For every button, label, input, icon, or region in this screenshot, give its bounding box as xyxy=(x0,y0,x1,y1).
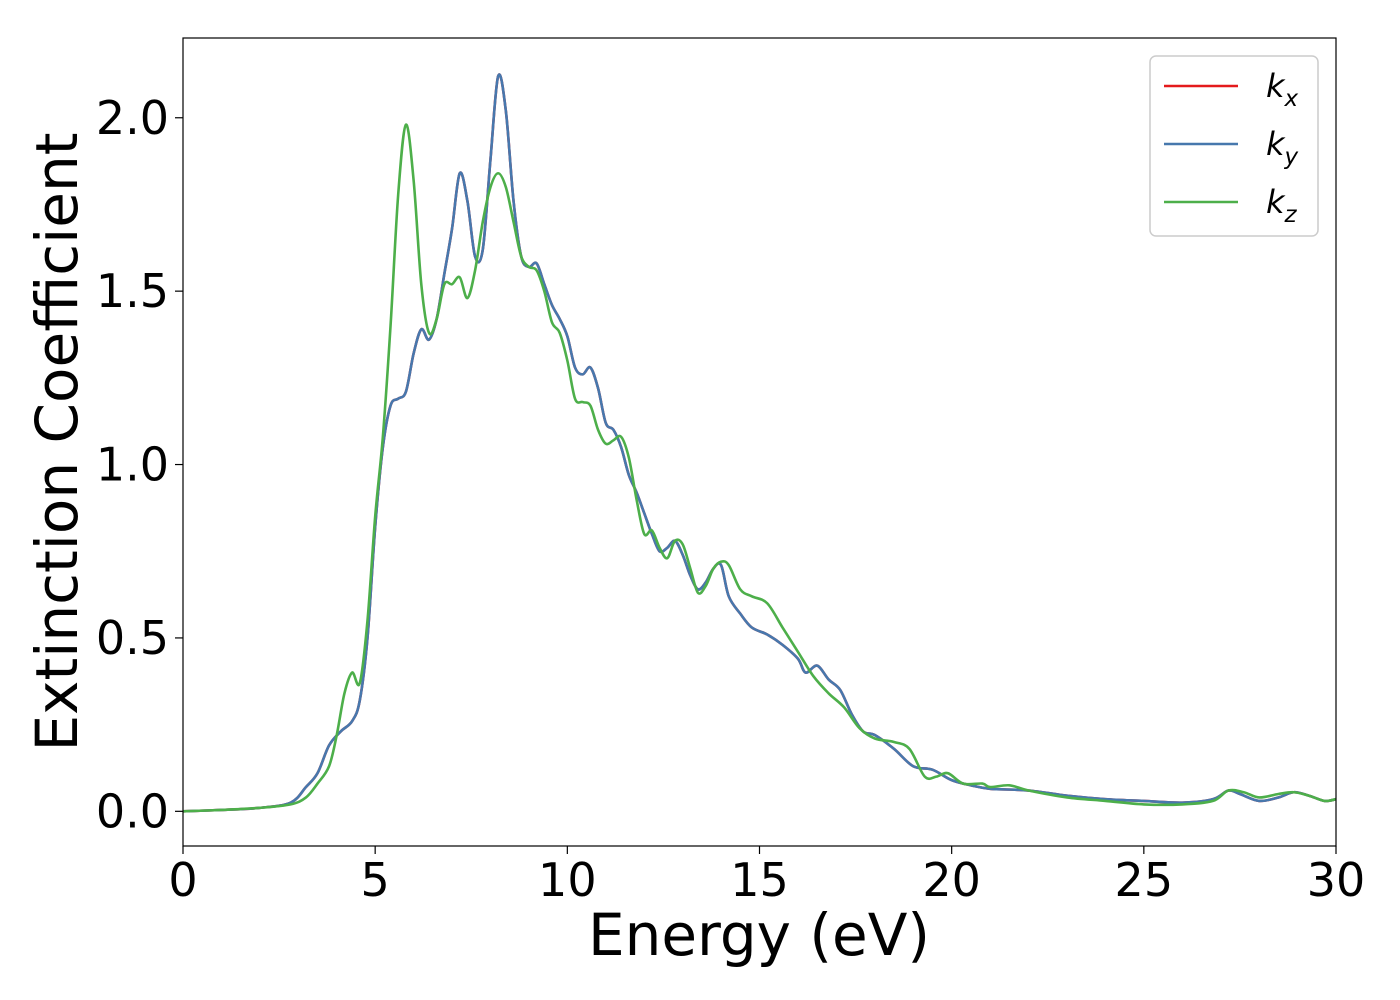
y-tick-label: 0.5 xyxy=(96,611,169,665)
y-axis-ticks: 0.0 0.5 1.0 1.5 2.0 xyxy=(96,91,183,838)
legend-box xyxy=(1149,55,1319,237)
legend-label-z: kz xyxy=(1266,183,1298,228)
x-tick-label: 25 xyxy=(1115,853,1174,907)
legend-label-y: ky xyxy=(1266,125,1299,170)
legend-label-subscript: y xyxy=(1284,144,1299,170)
x-tick-label: 10 xyxy=(538,853,597,907)
x-tick-label: 15 xyxy=(730,853,789,907)
legend-label-x: kx xyxy=(1266,67,1299,112)
x-axis-ticks: 0 5 10 15 20 25 30 xyxy=(168,846,1365,907)
series-lines xyxy=(183,73,1336,813)
x-tick-label: 0 xyxy=(168,853,197,907)
x-tick-label: 20 xyxy=(922,853,981,907)
y-tick-label: 1.5 xyxy=(96,264,169,318)
y-tick-label: 0.0 xyxy=(96,784,169,838)
plot-area-frame xyxy=(182,37,1337,847)
y-axis-label: Extinction Coefficient xyxy=(23,133,91,752)
y-tick-label: 1.0 xyxy=(96,438,169,492)
x-tick-label: 5 xyxy=(361,853,390,907)
legend-label-subscript: z xyxy=(1284,202,1298,228)
series-line-k-z xyxy=(183,123,1336,813)
x-tick-label: 30 xyxy=(1307,853,1366,907)
legend-label-base: k xyxy=(1266,125,1286,163)
x-axis-label: Energy (eV) xyxy=(588,901,930,969)
legend-label-subscript: x xyxy=(1284,86,1299,112)
y-tick-label: 2.0 xyxy=(96,91,169,145)
legend-label-base: k xyxy=(1266,67,1286,105)
legend-label-base: k xyxy=(1266,183,1286,221)
